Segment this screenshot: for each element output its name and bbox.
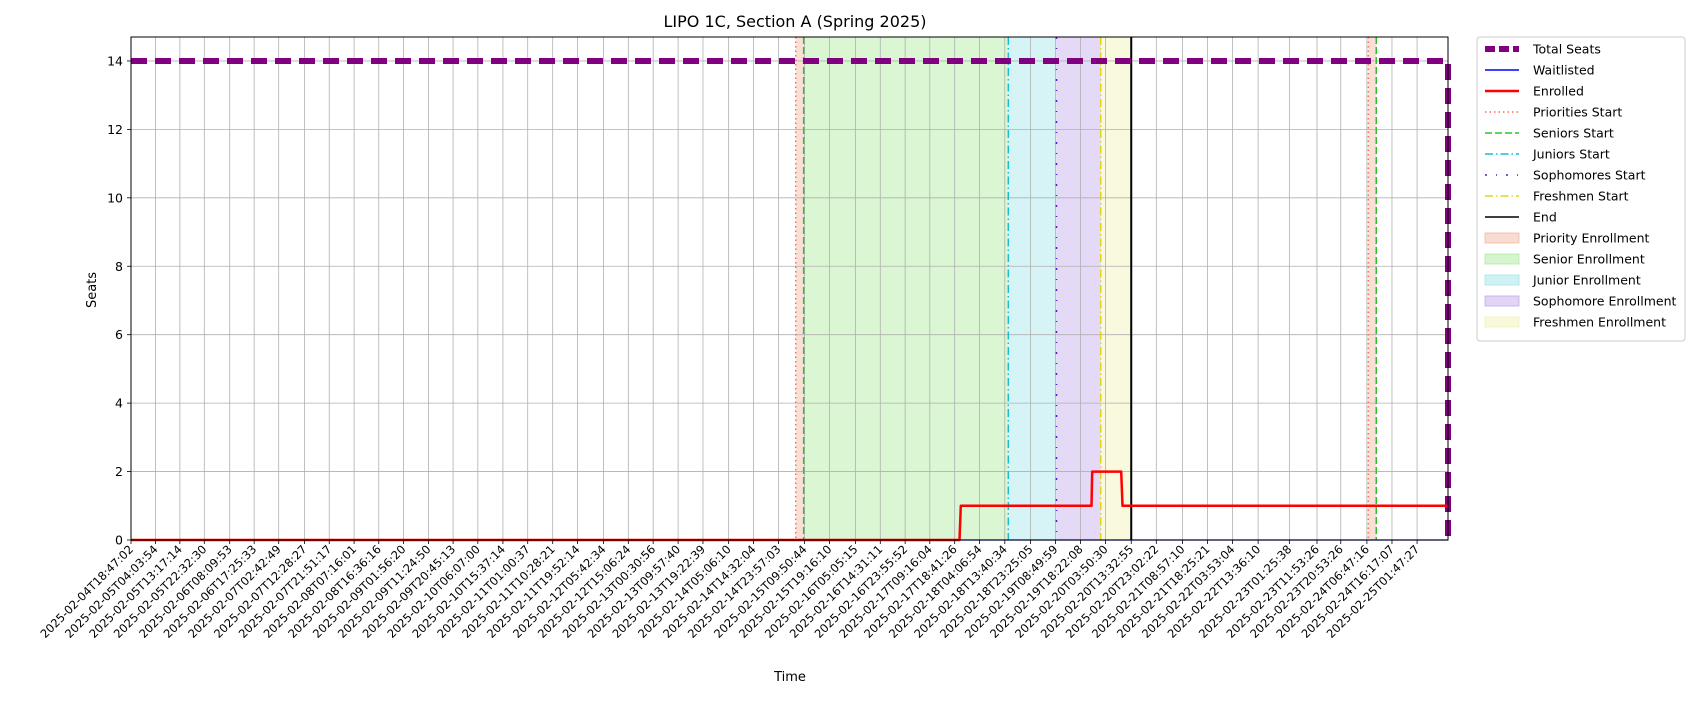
legend-label-4: Seniors Start (1533, 126, 1614, 141)
legend: Total Seats Waitlisted Enrolled Priorities … (1476, 36, 1686, 342)
span-0 (795, 37, 804, 540)
legend-label-8: End (1533, 210, 1557, 225)
legend-swatch-9 (1484, 232, 1520, 244)
legend-label-0: Total Seats (1532, 42, 1601, 57)
legend-label-9: Priority Enrollment (1533, 231, 1650, 246)
legend-label-10: Senior Enrollment (1533, 252, 1645, 267)
series-0 (131, 58, 1451, 540)
y-axis-label: Seats (85, 272, 100, 308)
y-tick-label-7: 14 (107, 53, 123, 68)
y-tick-label-1: 2 (115, 464, 123, 479)
legend-box (1476, 36, 1686, 342)
legend-label-13: Freshmen Enrollment (1533, 315, 1666, 330)
y-tick-label-4: 8 (115, 259, 123, 274)
legend-swatch-10 (1484, 253, 1520, 265)
phase-lines (794, 37, 1378, 540)
legend-swatch-13 (1484, 316, 1520, 328)
y-tick-label-0: 0 (115, 533, 123, 548)
plot-frame (130, 36, 1449, 541)
legend-swatch-12 (1484, 295, 1520, 307)
legend-label-7: Freshmen Start (1533, 189, 1629, 204)
legend-label-12: Sophomore Enrollment (1533, 294, 1677, 309)
legend-label-1: Waitlisted (1533, 63, 1595, 78)
x-ticks: 2025-02-04T18:47:022025-02-05T04:03:5420… (37, 540, 1422, 641)
legend-label-6: Sophomores Start (1533, 168, 1646, 183)
y-tick-label-2: 4 (115, 396, 123, 411)
y-ticks: 0 2 4 6 8 10 12 14 (107, 53, 131, 548)
legend-label-2: Enrolled (1533, 84, 1584, 99)
grid (130, 37, 1448, 541)
span-3 (1056, 37, 1101, 540)
span-5 (1368, 37, 1377, 540)
y-tick-label-6: 12 (107, 122, 123, 137)
span-2 (1008, 37, 1057, 540)
chart-title: LIPO 1C, Section A (Spring 2025) (664, 12, 927, 31)
legend-swatch-11 (1484, 274, 1520, 286)
x-axis-label: Time (773, 670, 806, 685)
legend-label-11: Junior Enrollment (1532, 273, 1641, 288)
y-tick-label-3: 6 (115, 327, 123, 342)
series-2 (131, 470, 1448, 542)
series-lines (131, 58, 1451, 542)
span-1 (803, 37, 1009, 540)
legend-label-3: Priorities Start (1533, 105, 1622, 120)
legend-label-5: Juniors Start (1532, 147, 1610, 162)
y-tick-label-5: 10 (107, 190, 123, 205)
